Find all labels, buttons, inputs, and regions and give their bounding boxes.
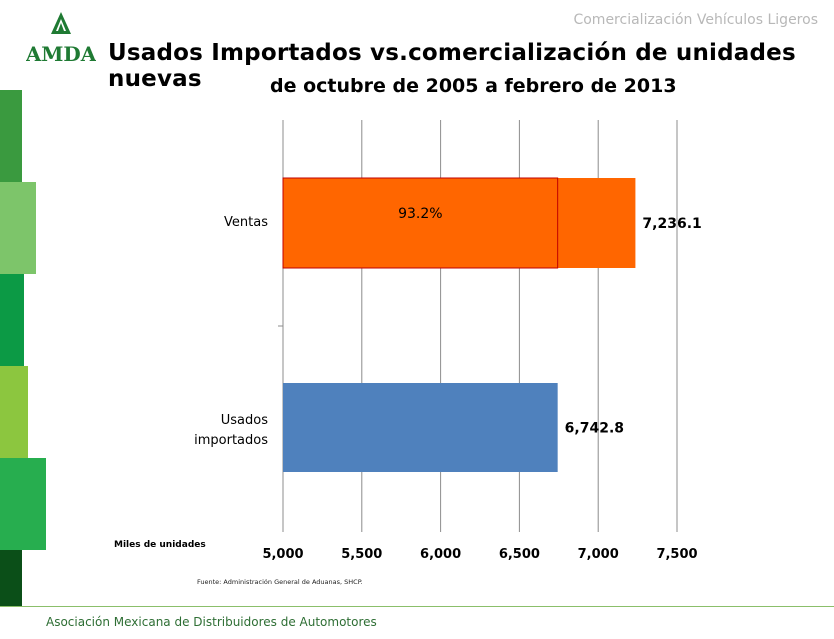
axis-units-label: Miles de unidades (114, 540, 206, 550)
side-band-6 (0, 550, 22, 606)
x-tick-label: 7,500 (656, 547, 697, 562)
x-tick-label: 6,000 (420, 547, 461, 562)
footer-text: Asociación Mexicana de Distribuidores de… (46, 615, 377, 629)
section-title: Comercialización Vehículos Ligeros (573, 12, 818, 28)
value-label: 6,742.8 (565, 421, 624, 437)
amda-logo: AMDA (26, 12, 96, 66)
value-label: 7,236.1 (642, 216, 701, 232)
overlay-percent-label: 93.2% (398, 206, 442, 222)
page-subtitle: de octubre de 2005 a febrero de 2013 (270, 75, 677, 97)
page-title: Usados Importados vs.comercialización de… (108, 40, 796, 92)
bar (283, 178, 636, 268)
x-tick-label: 5,500 (341, 547, 382, 562)
x-tick-label: 6,500 (499, 547, 540, 562)
svg-text:AMDA: AMDA (26, 42, 96, 66)
side-band-3 (0, 274, 24, 366)
category-label: Usados (221, 413, 268, 428)
bar (283, 383, 558, 472)
overlay-outline (282, 177, 559, 269)
x-tick-label: 5,000 (262, 547, 303, 562)
side-band-5 (0, 458, 46, 550)
source-note: Fuente: Administración General de Aduana… (197, 578, 363, 586)
side-band-2 (0, 182, 36, 274)
side-band-1 (0, 90, 22, 182)
x-tick-label: 7,000 (578, 547, 619, 562)
side-band-4 (0, 366, 28, 458)
footer-divider (0, 606, 834, 607)
category-label: importados (194, 433, 268, 448)
category-label: Ventas (224, 215, 268, 230)
